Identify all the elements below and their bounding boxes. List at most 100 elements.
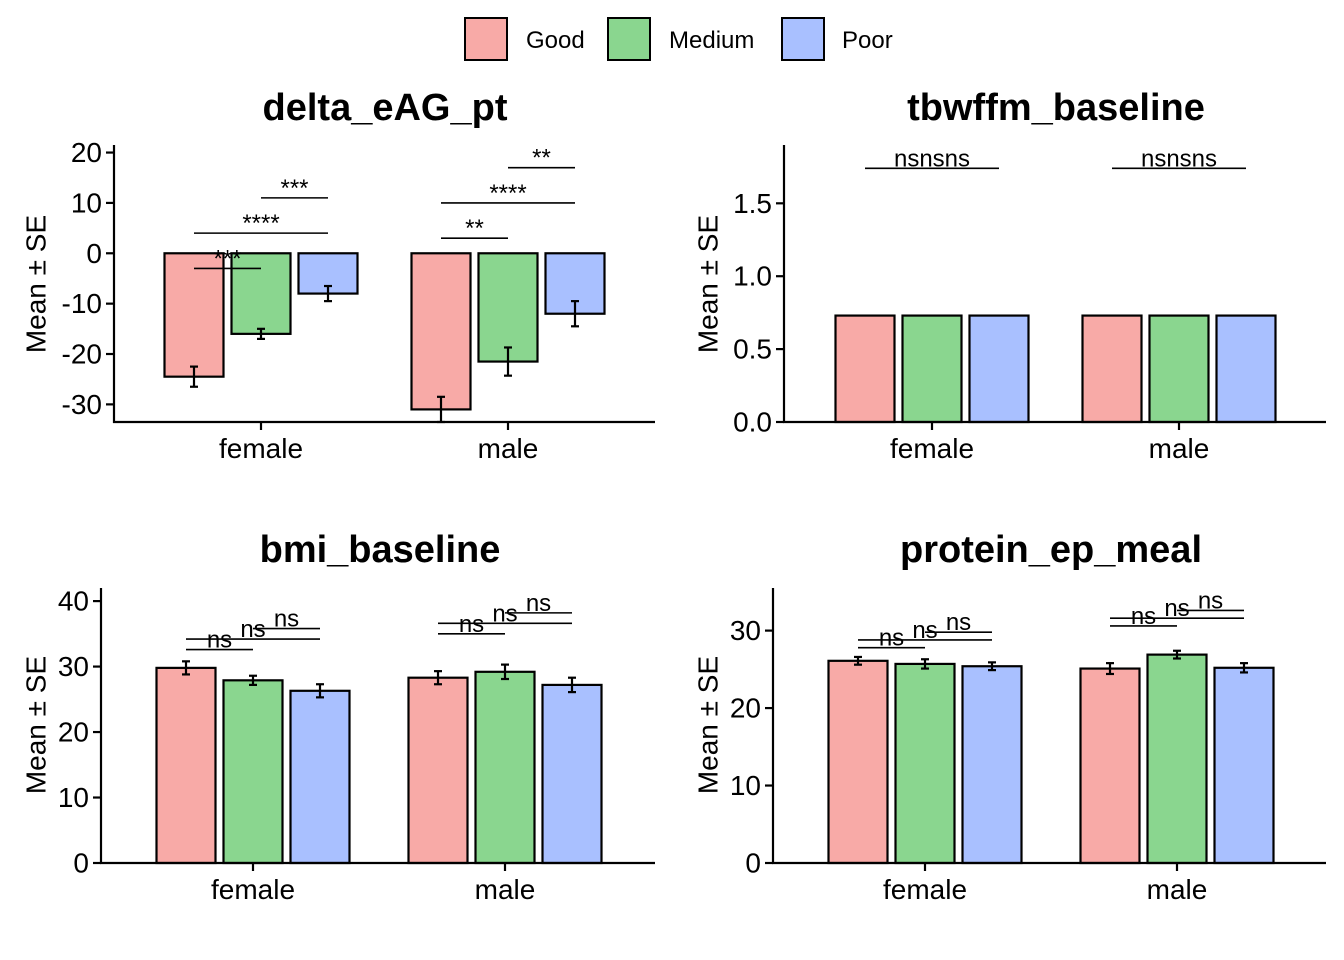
y-tick-label: 10 (58, 782, 89, 813)
bar-poor-male (1215, 314, 1277, 424)
bar-poor-male (1213, 666, 1275, 865)
sig-label: ns (1198, 587, 1223, 614)
legend-swatch-good (464, 17, 508, 61)
y-tick-label: 0.0 (733, 407, 772, 438)
error-bar-medium-female (249, 674, 257, 687)
error-bar-good-female (182, 660, 190, 676)
y-tick-label: 1.5 (733, 188, 772, 219)
error-bar-poor-female (324, 284, 332, 303)
legend: Good Medium Poor (464, 17, 893, 61)
y-tick-label: 1.0 (733, 261, 772, 292)
error-bar-medium-female (257, 327, 265, 340)
bar-medium-male (1148, 314, 1210, 424)
sig-label: ns (459, 611, 484, 638)
sig-label: ** (465, 215, 484, 242)
bar-medium-male (1146, 653, 1208, 865)
bar-medium-female (901, 314, 963, 424)
legend-label-poor: Poor (842, 27, 893, 54)
y-tick-label: 20 (58, 717, 89, 748)
bar-poor-female (289, 689, 351, 865)
y-tick-label: -20 (62, 339, 102, 370)
x-tick-label-female: female (219, 433, 303, 464)
x-tick-label-female: female (883, 874, 967, 905)
sig-label: nsnsns (1141, 145, 1217, 172)
error-bar-good-male (1106, 662, 1114, 676)
y-tick-label: 10 (71, 187, 102, 218)
sig-label: ns (240, 616, 265, 643)
y-axis-title: Mean ± SE (692, 215, 723, 353)
x-tick-label-male: male (1149, 433, 1210, 464)
y-tick-label: 0 (745, 848, 761, 879)
bar-poor-male (541, 683, 603, 865)
sig-label: ns (1131, 603, 1156, 630)
y-axis-title: Mean ± SE (692, 656, 723, 794)
y-tick-label: -10 (62, 288, 102, 319)
bar-good-male (407, 676, 469, 865)
bar-medium-female (230, 252, 292, 335)
bar-good-female (834, 314, 896, 424)
legend-swatch-medium (607, 17, 651, 61)
y-tick-label: -30 (62, 389, 102, 420)
sig-label: *** (280, 175, 308, 202)
error-bar-poor-female (988, 661, 996, 672)
sig-label: ns (274, 606, 299, 633)
bar-good-male (410, 252, 472, 411)
y-tick-label: 40 (58, 586, 89, 617)
sig-label: nsnsns (894, 145, 970, 172)
bar-medium-female (894, 662, 956, 865)
x-tick-label-female: female (211, 874, 295, 905)
sig-label: ** (532, 145, 551, 172)
legend-label-medium: Medium (669, 27, 754, 54)
bar-good-male (1081, 314, 1143, 424)
x-tick-label-female: female (890, 433, 974, 464)
y-tick-label: 0 (73, 848, 89, 879)
y-tick-label: 0.5 (733, 334, 772, 365)
x-tick-label-male: male (1147, 874, 1208, 905)
panel-title: protein_ep_meal (900, 529, 1202, 571)
error-bar-good-female (854, 655, 862, 666)
bar-good-male (1079, 667, 1141, 865)
error-bar-good-female (190, 365, 198, 388)
y-axis-title: Mean ± SE (20, 656, 51, 794)
sig-label: ns (207, 627, 232, 654)
panel-title: tbwffm_baseline (907, 87, 1205, 129)
sig-label: ns (1164, 595, 1189, 622)
sig-label: ns (526, 590, 551, 617)
panel-title: delta_eAG_pt (263, 87, 508, 129)
error-bar-medium-male (1173, 649, 1181, 660)
sig-label: *** (213, 245, 241, 272)
sig-label: **** (242, 210, 279, 237)
bar-poor-female (968, 314, 1030, 424)
bar-good-female (163, 252, 225, 378)
sig-label: ns (492, 600, 517, 627)
y-tick-label: 0 (86, 238, 102, 269)
error-bar-poor-female (316, 683, 324, 699)
sig-label: ns (879, 625, 904, 652)
x-tick-label-male: male (478, 433, 539, 464)
bar-medium-male (477, 252, 539, 363)
error-bar-poor-male (1240, 662, 1248, 674)
bar-medium-male (474, 670, 536, 865)
y-tick-label: 20 (730, 693, 761, 724)
sig-label: ns (912, 617, 937, 644)
sig-label: **** (489, 180, 526, 207)
y-tick-label: 30 (58, 651, 89, 682)
x-tick-label-male: male (475, 874, 536, 905)
y-tick-label: 20 (71, 137, 102, 168)
panel-tbwffm_baseline: tbwffm_baseline Mean ± SE nsnsns nsnsns 0.0 0… (692, 87, 1326, 464)
bar-good-female (155, 666, 217, 865)
legend-label-good: Good (526, 27, 585, 54)
y-tick-label: 10 (730, 770, 761, 801)
error-bar-medium-male (504, 346, 512, 377)
error-bar-medium-female (921, 658, 929, 670)
error-bar-poor-male (568, 676, 576, 694)
y-tick-label: 30 (730, 615, 761, 646)
error-bar-poor-male (571, 300, 579, 328)
bar-medium-female (222, 679, 284, 865)
panel-title: bmi_baseline (260, 529, 501, 571)
